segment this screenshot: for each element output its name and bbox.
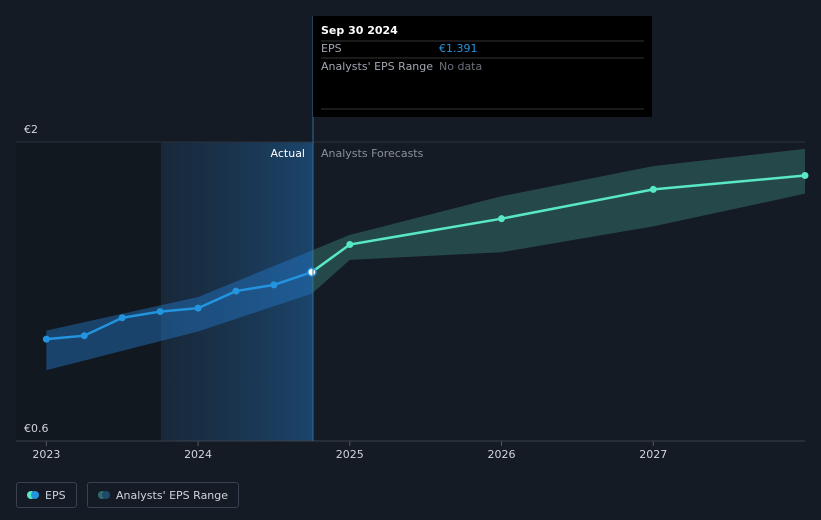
tooltip-value: No data bbox=[439, 60, 482, 73]
eps-point bbox=[194, 304, 202, 312]
legend-label: EPS bbox=[45, 488, 66, 502]
range-band-forecast bbox=[311, 148, 805, 294]
actual-label: Actual bbox=[271, 147, 305, 160]
legend-item[interactable]: EPS bbox=[16, 482, 77, 508]
eps-point bbox=[156, 308, 164, 316]
tooltip bbox=[313, 16, 652, 117]
eps-forecast-point bbox=[649, 185, 657, 193]
legend-item[interactable]: Analysts' EPS Range bbox=[87, 482, 240, 508]
eps-forecast-point bbox=[346, 241, 354, 249]
past-shade bbox=[16, 142, 161, 441]
chart: €0.6 €2 2023 2024 2025 2026 2027 Actual Analys… bbox=[16, 16, 809, 461]
tooltip-title: Sep 30 2024 bbox=[321, 24, 398, 37]
eps-point bbox=[42, 335, 50, 343]
tooltip-label: EPS bbox=[321, 42, 342, 55]
x-tick-label: 2024 bbox=[184, 448, 212, 461]
eps-point bbox=[80, 332, 88, 340]
y-tick-label: €2 bbox=[24, 123, 38, 136]
x-tick-label: 2026 bbox=[488, 448, 516, 461]
tooltip-value: €1.391 bbox=[439, 42, 478, 55]
x-tick-label: 2025 bbox=[336, 448, 364, 461]
x-tick-label: 2027 bbox=[639, 448, 667, 461]
eps-line bbox=[46, 270, 313, 341]
eps-forecast-point bbox=[498, 215, 506, 223]
eps-point bbox=[118, 314, 126, 322]
eps-point bbox=[232, 287, 240, 295]
eps-forecast-point bbox=[801, 172, 809, 180]
eps-point bbox=[307, 267, 317, 277]
tooltip-label: Analysts' EPS Range bbox=[321, 60, 433, 73]
eps-point bbox=[270, 281, 278, 289]
forecast-label: Analysts Forecasts bbox=[321, 147, 424, 160]
x-tick-label: 2023 bbox=[32, 448, 60, 461]
legend-label: Analysts' EPS Range bbox=[116, 488, 229, 502]
y-tick-label: €0.6 bbox=[24, 422, 49, 435]
